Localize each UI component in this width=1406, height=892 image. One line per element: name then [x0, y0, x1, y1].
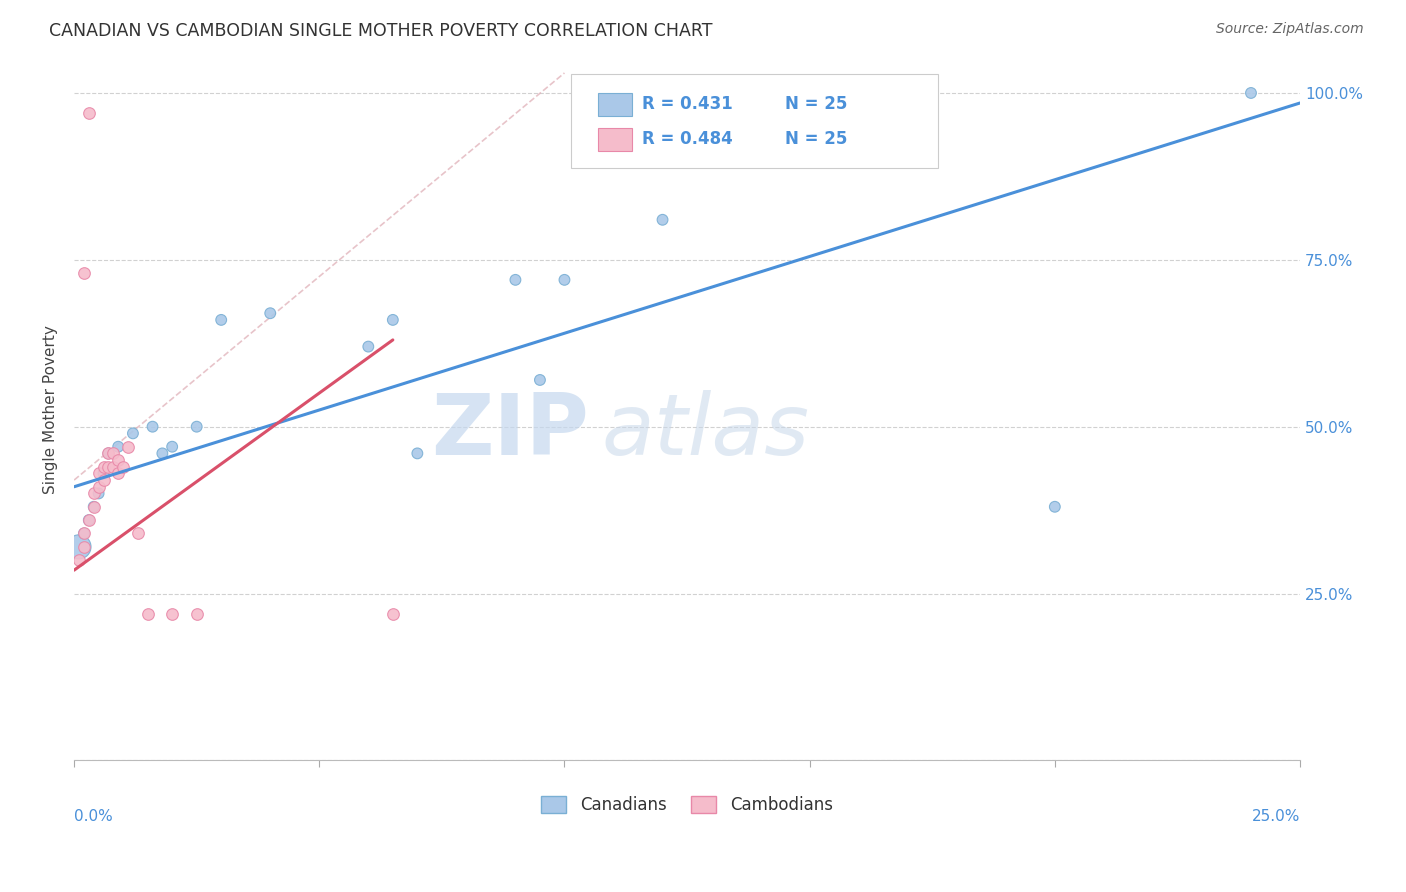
Point [107, 453, 129, 467]
Text: CANADIAN VS CAMBODIAN SINGLE MOTHER POVERTY CORRELATION CHART: CANADIAN VS CAMBODIAN SINGLE MOTHER POVE… [49, 22, 713, 40]
Point [87, 467, 110, 481]
Text: 0.0%: 0.0% [75, 809, 112, 824]
Point [97, 459, 120, 474]
Point [160, 440, 183, 454]
Point [651, 212, 673, 227]
Text: R = 0.431: R = 0.431 [641, 95, 733, 113]
Point [73, 540, 96, 554]
Point [142, 419, 165, 434]
Point [73, 526, 96, 541]
Point [93, 473, 115, 487]
Point [553, 273, 575, 287]
Text: N = 25: N = 25 [785, 95, 848, 113]
Point [259, 306, 281, 320]
Point [67, 553, 90, 567]
Point [406, 446, 429, 460]
Point [107, 440, 129, 454]
Point [529, 373, 551, 387]
Point [136, 607, 159, 621]
Point [381, 313, 404, 327]
Point [77, 106, 100, 120]
Point [97, 446, 120, 460]
FancyBboxPatch shape [598, 93, 631, 116]
Point [160, 607, 183, 621]
Text: atlas: atlas [602, 390, 810, 473]
Text: ZIP: ZIP [432, 390, 589, 473]
Point [112, 459, 135, 474]
Point [186, 607, 208, 621]
Point [97, 446, 120, 460]
Point [83, 500, 105, 514]
Point [73, 266, 96, 280]
Point [77, 513, 100, 527]
Point [103, 459, 125, 474]
Text: R = 0.484: R = 0.484 [641, 130, 733, 148]
Point [93, 467, 115, 481]
Point [700, 126, 723, 140]
Text: N = 25: N = 25 [785, 130, 848, 148]
Text: 25.0%: 25.0% [1251, 809, 1301, 824]
FancyBboxPatch shape [598, 128, 631, 152]
Point [103, 446, 125, 460]
Point [87, 486, 110, 500]
Point [1240, 86, 1263, 100]
Point [87, 480, 110, 494]
Point [67, 540, 90, 554]
Point [150, 446, 173, 460]
Point [127, 526, 149, 541]
Point [83, 500, 105, 514]
Point [93, 459, 115, 474]
Legend: Canadians, Cambodians: Canadians, Cambodians [533, 788, 841, 822]
Point [505, 273, 527, 287]
Point [77, 513, 100, 527]
Point [186, 419, 208, 434]
Point [122, 426, 145, 441]
Point [209, 313, 232, 327]
Point [1043, 500, 1066, 514]
Text: Source: ZipAtlas.com: Source: ZipAtlas.com [1216, 22, 1364, 37]
Point [117, 440, 139, 454]
Point [83, 486, 105, 500]
Point [73, 526, 96, 541]
Y-axis label: Single Mother Poverty: Single Mother Poverty [44, 326, 58, 494]
Point [381, 607, 404, 621]
FancyBboxPatch shape [571, 74, 938, 169]
Point [357, 340, 380, 354]
Point [107, 467, 129, 481]
